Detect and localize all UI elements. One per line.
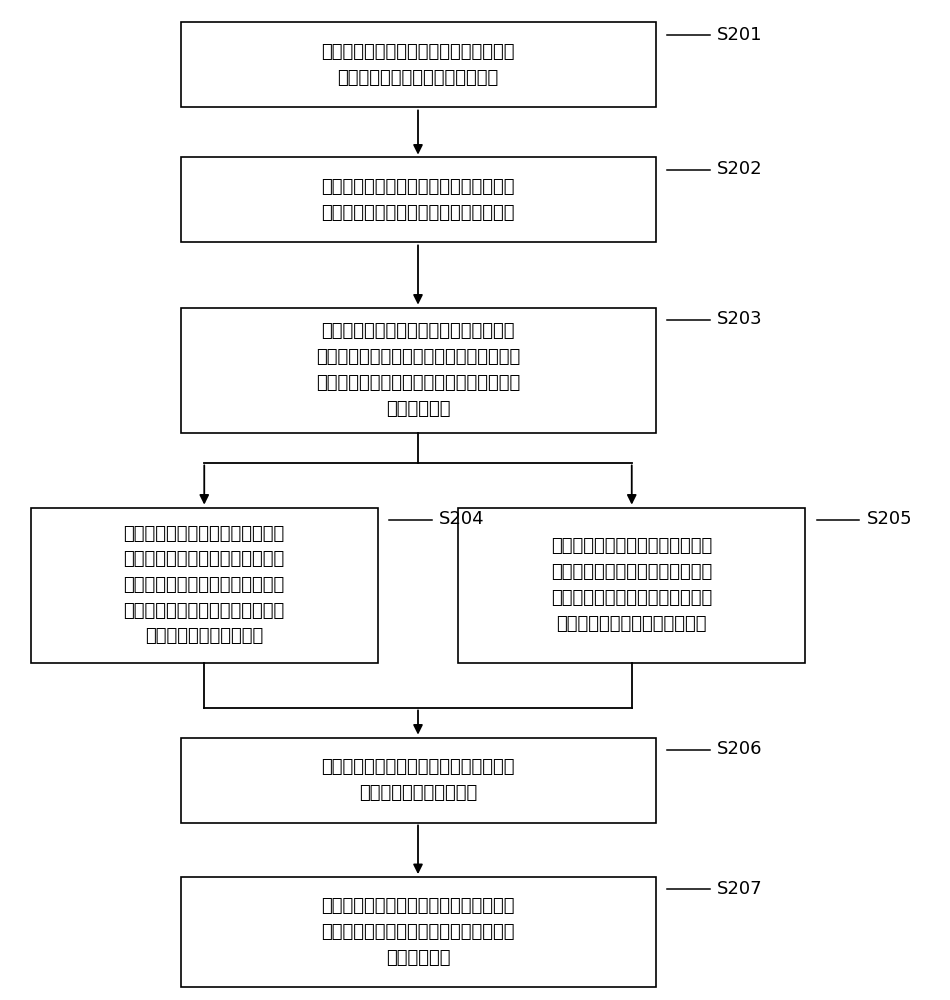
Text: S203: S203: [717, 310, 763, 328]
Text: 发出用于提示用户关闭预设时间范围内的
闹钟提醒功能的通知消息: 发出用于提示用户关闭预设时间范围内的 闹钟提醒功能的通知消息: [321, 758, 515, 802]
Text: 当系统时间到达预置的检测时间范围时，
检测当前是否存在用户对终端的使用事件: 当系统时间到达预置的检测时间范围时， 检测当前是否存在用户对终端的使用事件: [321, 178, 515, 222]
Text: 若检测到所述预设时间范围内闹钟
的开启状态为单次状态，则生成用
于提示用户关闭所述单次状态的闹
钟在所述预设时间范围内的闹钟提
醒功能所对应的通知消息: 若检测到所述预设时间范围内闹钟 的开启状态为单次状态，则生成用 于提示用户关闭所…: [124, 525, 285, 645]
Bar: [30, 508, 377, 663]
Text: S202: S202: [717, 160, 763, 178]
Bar: [180, 877, 656, 987]
Text: S206: S206: [717, 740, 763, 758]
Bar: [180, 22, 656, 107]
Bar: [180, 738, 656, 822]
Text: 若检测到当前存在所述用户对终端的使用
事件，检测已设置的预设时间范围内闹钟的
开启状态，所述闹钟的开启状态包括单次状
态或周期状态: 若检测到当前存在所述用户对终端的使用 事件，检测已设置的预设时间范围内闹钟的 开…: [315, 322, 521, 418]
Bar: [180, 308, 656, 432]
Text: S207: S207: [717, 880, 763, 898]
Text: 若接收到响应所述通知消息所发出的闹钟
关闭指令，则关闭所述预设时间范围内的
闹钟提醒功能: 若接收到响应所述通知消息所发出的闹钟 关闭指令，则关闭所述预设时间范围内的 闹钟…: [321, 897, 515, 967]
Text: 若检测到所述预设时间范围内闹钟
的开启状态为周期状态，则生成用
于提示用户关闭所述周期状态的闹
钟的提醒功能所对应的通知消息: 若检测到所述预设时间范围内闹钟 的开启状态为周期状态，则生成用 于提示用户关闭所…: [551, 537, 712, 633]
Text: S205: S205: [867, 510, 913, 528]
Text: 获取当前终端中已设置的闹钟信息，并根
据所述闹钟信息预置检测时间范围: 获取当前终端中已设置的闹钟信息，并根 据所述闹钟信息预置检测时间范围: [321, 43, 515, 87]
Text: S201: S201: [717, 25, 763, 43]
Bar: [459, 508, 806, 663]
Text: S204: S204: [439, 510, 485, 528]
Bar: [180, 157, 656, 242]
